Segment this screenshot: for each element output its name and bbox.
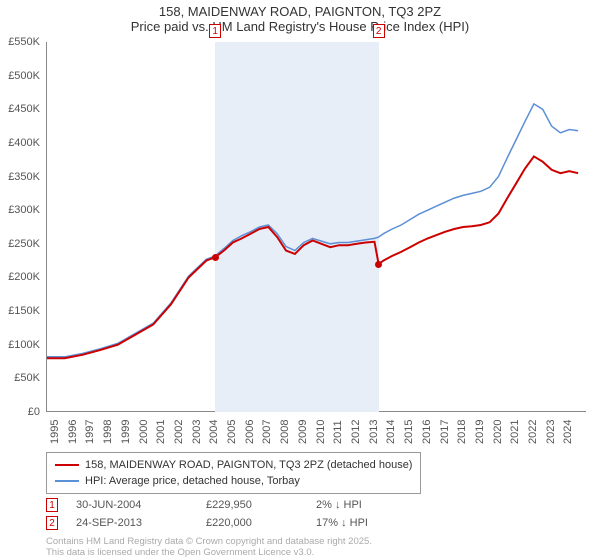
footer-line: Contains HM Land Registry data © Crown c… [46,536,372,547]
chart-area: 12 £0£50K£100K£150K£200K£250K£300K£350K£… [46,42,586,412]
y-tick-label: £400K [0,137,40,149]
x-tick-label: 2012 [350,420,362,444]
legend-swatch [55,464,79,466]
x-tick-label: 2011 [332,420,344,444]
x-tick-label: 2002 [173,420,185,444]
note-date: 30-JUN-2004 [76,496,206,514]
legend-label: HPI: Average price, detached house, Torb… [85,473,300,489]
x-tick-label: 2008 [279,420,291,444]
legend-swatch [55,480,79,482]
plot-area: 12 [46,42,586,412]
x-tick-label: 1998 [102,420,114,444]
x-tick-label: 2020 [492,420,504,444]
note-price: £229,950 [206,496,316,514]
x-tick-label: 2010 [315,420,327,444]
legend: 158, MAIDENWAY ROAD, PAIGNTON, TQ3 2PZ (… [46,452,421,494]
x-tick-label: 2009 [297,420,309,444]
y-tick-label: £0 [0,406,40,418]
y-tick-label: £500K [0,70,40,82]
legend-item: HPI: Average price, detached house, Torb… [55,473,412,489]
x-tick-label: 1995 [49,420,61,444]
x-tick-label: 2018 [456,420,468,444]
legend-item: 158, MAIDENWAY ROAD, PAIGNTON, TQ3 2PZ (… [55,457,412,473]
x-tick-label: 2014 [385,420,397,444]
title-sub: Price paid vs. HM Land Registry's House … [0,19,600,34]
note-price: £220,000 [206,514,316,532]
note-diff: 17% ↓ HPI [316,514,436,532]
note-diff: 2% ↓ HPI [316,496,436,514]
x-tick-label: 2007 [261,420,273,444]
footer: Contains HM Land Registry data © Crown c… [46,536,372,558]
y-tick-label: £250K [0,238,40,250]
x-tick-label: 2021 [509,420,521,444]
x-tick-label: 2005 [226,420,238,444]
sale-dot [375,261,382,268]
x-tick-label: 1999 [120,420,132,444]
footer-line: This data is licensed under the Open Gov… [46,547,372,558]
y-tick-label: £100K [0,339,40,351]
sale-marker-icon: 2 [373,24,385,38]
chart-container: 158, MAIDENWAY ROAD, PAIGNTON, TQ3 2PZ P… [0,0,600,560]
x-tick-label: 2023 [545,420,557,444]
note-row: 1 30-JUN-2004 £229,950 2% ↓ HPI [46,496,436,514]
x-tick-label: 1997 [84,420,96,444]
x-tick-label: 2004 [208,420,220,444]
y-tick-label: £200K [0,271,40,283]
x-tick-label: 2022 [527,420,539,444]
title-main: 158, MAIDENWAY ROAD, PAIGNTON, TQ3 2PZ [0,4,600,19]
y-tick-label: £300K [0,204,40,216]
sale-notes: 1 30-JUN-2004 £229,950 2% ↓ HPI 2 24-SEP… [46,496,436,532]
x-tick-label: 2013 [368,420,380,444]
legend-label: 158, MAIDENWAY ROAD, PAIGNTON, TQ3 2PZ (… [85,457,412,473]
sale-marker-icon: 1 [209,24,221,38]
x-tick-label: 2006 [244,420,256,444]
note-date: 24-SEP-2013 [76,514,206,532]
x-tick-label: 2015 [403,420,415,444]
sale-dot [212,254,219,261]
note-row: 2 24-SEP-2013 £220,000 17% ↓ HPI [46,514,436,532]
y-tick-label: £150K [0,305,40,317]
x-tick-label: 2024 [562,420,574,444]
sale-period-band [215,42,378,412]
x-tick-label: 1996 [67,420,79,444]
y-tick-label: £450K [0,103,40,115]
note-marker-icon: 2 [46,516,58,530]
x-tick-label: 2000 [138,420,150,444]
y-tick-label: £550K [0,36,40,48]
y-tick-label: £50K [0,372,40,384]
x-tick-label: 2017 [439,420,451,444]
title-block: 158, MAIDENWAY ROAD, PAIGNTON, TQ3 2PZ P… [0,0,600,34]
x-tick-label: 2003 [191,420,203,444]
note-marker-icon: 1 [46,498,58,512]
y-tick-label: £350K [0,171,40,183]
x-tick-label: 2019 [474,420,486,444]
x-tick-label: 2016 [421,420,433,444]
x-tick-label: 2001 [155,420,167,444]
